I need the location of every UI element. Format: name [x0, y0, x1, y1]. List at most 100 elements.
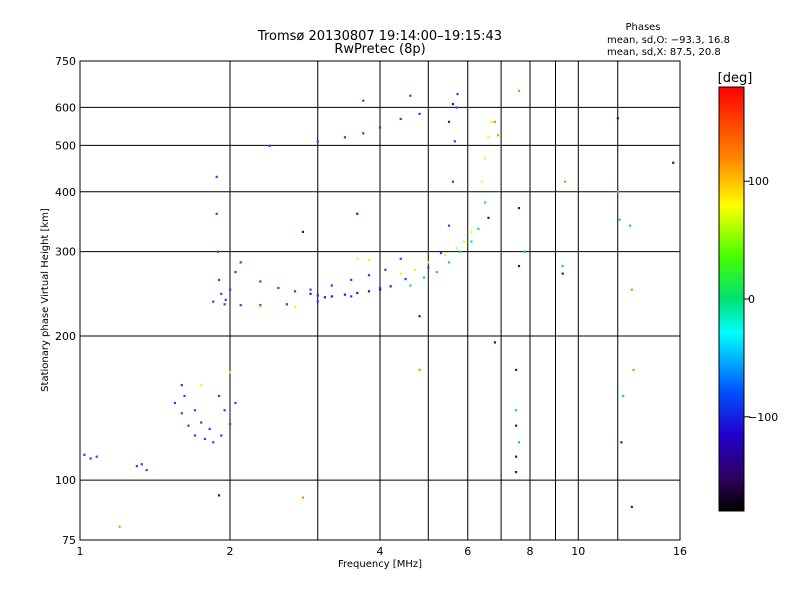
data-point [356, 257, 359, 260]
data-point [180, 383, 183, 387]
x-tick-label: 10 [571, 545, 585, 558]
data-point [427, 261, 430, 264]
data-point [356, 212, 359, 215]
y-tick-label: 400 [55, 186, 76, 199]
data-point [330, 295, 333, 298]
data-point [135, 465, 138, 468]
data-point [487, 216, 490, 219]
data-point [216, 250, 219, 253]
data-point [451, 102, 455, 106]
data-point [259, 305, 262, 309]
grid-lines [80, 61, 680, 540]
data-point [672, 161, 675, 164]
data-point [89, 457, 92, 460]
data-point [622, 394, 625, 398]
data-point [389, 285, 392, 288]
data-point [301, 230, 305, 233]
data-point [367, 259, 371, 262]
data-point [379, 286, 382, 290]
data-point [447, 120, 451, 123]
data-point [145, 469, 148, 472]
y-axis-label: Stationary phase Virtual Height [km] [40, 208, 51, 392]
colorbar-ticks: 100 0 −100 [744, 175, 778, 424]
data-point [517, 441, 521, 444]
chart-title: Tromsø 20130807 19:14:00–19:15:43 [257, 29, 502, 44]
data-point [455, 106, 458, 109]
data-point [515, 368, 518, 371]
data-point [618, 218, 621, 221]
data-point [447, 224, 451, 227]
data-point [484, 157, 487, 160]
colorbar-tick-label: −100 [748, 411, 778, 424]
data-point [285, 303, 288, 306]
data-point [220, 434, 223, 437]
data-point [316, 294, 319, 297]
data-point [215, 175, 218, 178]
data-point [443, 254, 447, 257]
data-point [563, 180, 567, 183]
phases-o-line: mean, sd,O: −93.3, 16.8 [607, 35, 730, 46]
data-point [350, 295, 353, 298]
data-point [399, 257, 402, 260]
data-point [217, 494, 221, 497]
data-point [451, 180, 455, 183]
data-point [409, 284, 412, 287]
data-point [316, 140, 319, 143]
data-point [379, 126, 382, 129]
data-point [259, 280, 262, 283]
data-point [220, 292, 223, 295]
data-point [212, 300, 215, 303]
data-point [367, 290, 371, 293]
phases-title: Phases [625, 22, 660, 33]
data-point [435, 270, 438, 274]
y-tick-label: 200 [55, 330, 76, 343]
data-point [193, 409, 197, 412]
data-point [379, 288, 382, 291]
data-point [183, 394, 186, 398]
data-point [356, 291, 359, 295]
data-point [427, 266, 430, 269]
data-point [399, 272, 402, 275]
data-point [418, 112, 421, 115]
data-point [277, 286, 280, 290]
phases-x-line: mean, sd,X: 87.5, 20.8 [607, 47, 721, 58]
data-point [293, 290, 297, 293]
x-tick-label: 6 [464, 545, 471, 558]
data-point [95, 455, 98, 458]
data-point [200, 383, 203, 387]
data-point [140, 463, 143, 466]
data-point [217, 394, 221, 398]
data-point [399, 117, 402, 121]
data-point [515, 409, 518, 412]
data-point [350, 278, 353, 281]
data-point [173, 401, 177, 405]
data-point [193, 434, 197, 437]
data-point [517, 89, 521, 92]
data-point [418, 368, 421, 371]
x-tick-label: 2 [227, 545, 234, 558]
data-point [268, 144, 271, 147]
data-point [223, 303, 226, 306]
data-point [447, 261, 451, 264]
data-point [517, 206, 521, 210]
data-point [490, 120, 493, 123]
x-tick-label: 4 [377, 545, 384, 558]
y-tick-label: 300 [55, 246, 76, 259]
data-point [496, 134, 500, 137]
x-tick-label: 8 [527, 545, 534, 558]
data-point [301, 496, 305, 499]
data-point [484, 201, 487, 204]
data-point [229, 288, 232, 291]
data-points [83, 89, 675, 528]
data-point [418, 315, 421, 318]
data-point [229, 422, 232, 426]
y-tick-label: 750 [55, 55, 76, 68]
data-point [487, 136, 490, 139]
data-point [470, 240, 473, 243]
x-tick-label: 1 [77, 545, 84, 558]
data-point [630, 288, 633, 291]
data-point [523, 250, 526, 253]
data-point [323, 296, 327, 299]
data-point [239, 304, 242, 307]
